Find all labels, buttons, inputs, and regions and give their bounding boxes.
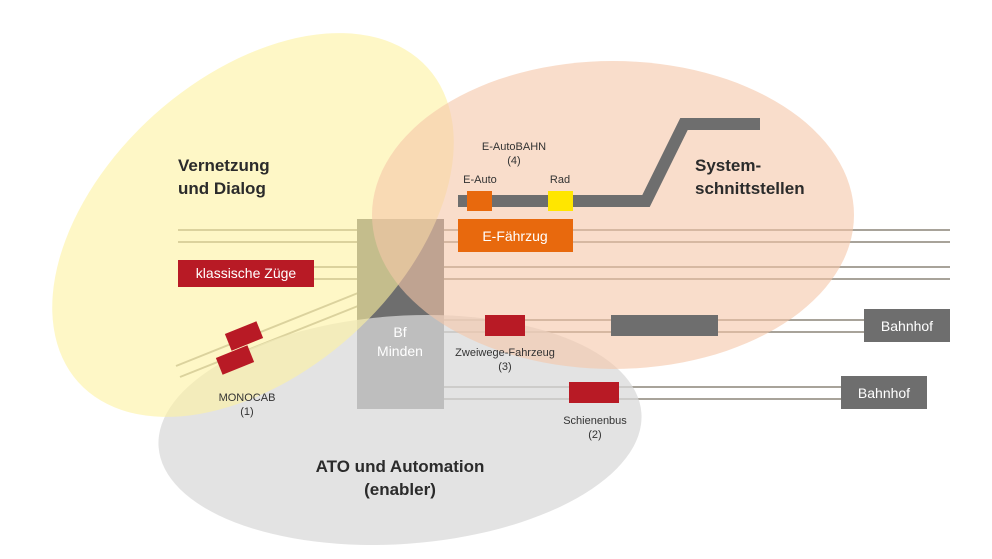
e-auto-label: E-Auto [463,174,497,186]
system-title-2: schnittstellen [695,179,805,198]
zweiwege-vehicle [485,315,525,336]
gray-train [611,315,718,336]
schienenbus-label-2: (2) [588,429,601,441]
monocab-label-1: MONOCAB [219,392,276,404]
station-label-2: Minden [377,343,423,359]
bahnhof-1-label: Bahnhof [881,318,933,334]
vernetzung-title-2: und Dialog [178,179,266,198]
rad-label: Rad [550,174,570,186]
schienenbus-vehicle [569,382,619,403]
station-label-1: Bf [393,324,406,340]
e-faehrzug-label: E-Fährzug [482,228,547,244]
ellipse-system [372,61,854,369]
vernetzung-title-1: Vernetzung [178,156,270,175]
ato-title-1: ATO und Automation [316,457,485,476]
zweiwege-label-1: Zweiwege-Fahrzeug [455,347,555,359]
e-autobahn-label-1: E-AutoBAHN [482,141,546,153]
system-title-1: System- [695,156,761,175]
bahnhof-1-block [864,309,950,342]
monocab-vehicle [215,345,255,375]
ellipse-vernetzung [52,33,454,417]
monocab-vehicle [224,321,264,351]
schienenbus-label-1: Schienenbus [563,415,627,427]
ato-title-2: (enabler) [364,480,436,499]
bahnhof-2-label: Bahnhof [858,385,910,401]
bahnhof-2-block [841,376,927,409]
e-faehrzug-vehicle [458,219,573,252]
zweiwege-label-2: (3) [498,361,511,373]
e-autobahn-label-2: (4) [507,155,520,167]
e-auto-vehicle [467,191,492,211]
rad-vehicle [548,191,573,211]
klassische-zuege-label: klassische Züge [196,265,297,281]
monocab-label-2: (1) [240,406,253,418]
klassische-zuege-vehicle [178,260,314,287]
